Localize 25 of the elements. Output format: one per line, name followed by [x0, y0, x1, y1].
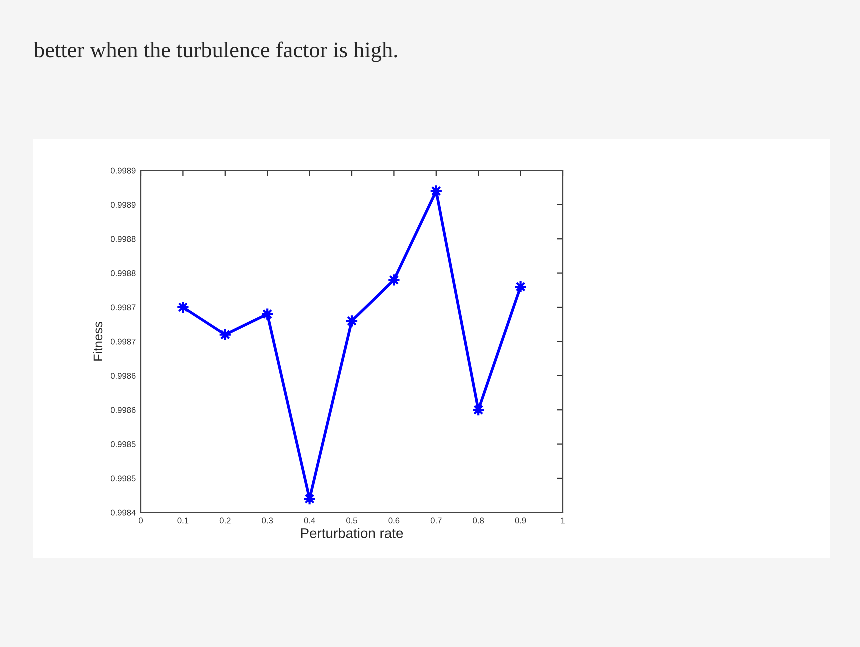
y-tick-label: 0.9984 [110, 510, 136, 516]
x-tick-label: 1 [561, 518, 565, 524]
x-axis-title: Perturbation rate [301, 528, 404, 538]
x-tick-label: 0.8 [473, 518, 484, 524]
x-tick-label: 0.5 [346, 518, 358, 524]
y-tick-label: 0.9986 [110, 407, 136, 414]
x-tick-label: 0.3 [262, 518, 274, 524]
x-tick-label: 0.2 [220, 518, 231, 524]
y-tick-label: 0.9989 [110, 168, 136, 174]
x-tick-label: 0.4 [304, 518, 316, 524]
y-tick-label: 0.9985 [110, 476, 136, 482]
y-tick-label: 0.9987 [110, 304, 136, 311]
y-tick-label: 0.9985 [110, 442, 136, 448]
x-tick-label: 0.9 [515, 518, 526, 524]
x-tick-label: 0 [139, 518, 143, 524]
x-tick-label: 0.6 [388, 518, 400, 524]
y-tick-label: 0.9989 [110, 202, 136, 208]
x-tick-label: 0.7 [430, 518, 442, 524]
y-axis-title: Fitness [93, 322, 103, 361]
x-tick-label: 0.1 [178, 518, 189, 524]
y-tick-label: 0.9986 [110, 373, 136, 379]
text: better when the turbulence factor is high. [34, 42, 398, 62]
y-tick-label: 0.9987 [110, 338, 136, 345]
y-tick-label: 0.9988 [110, 270, 136, 276]
y-tick-label: 0.9988 [110, 236, 136, 242]
